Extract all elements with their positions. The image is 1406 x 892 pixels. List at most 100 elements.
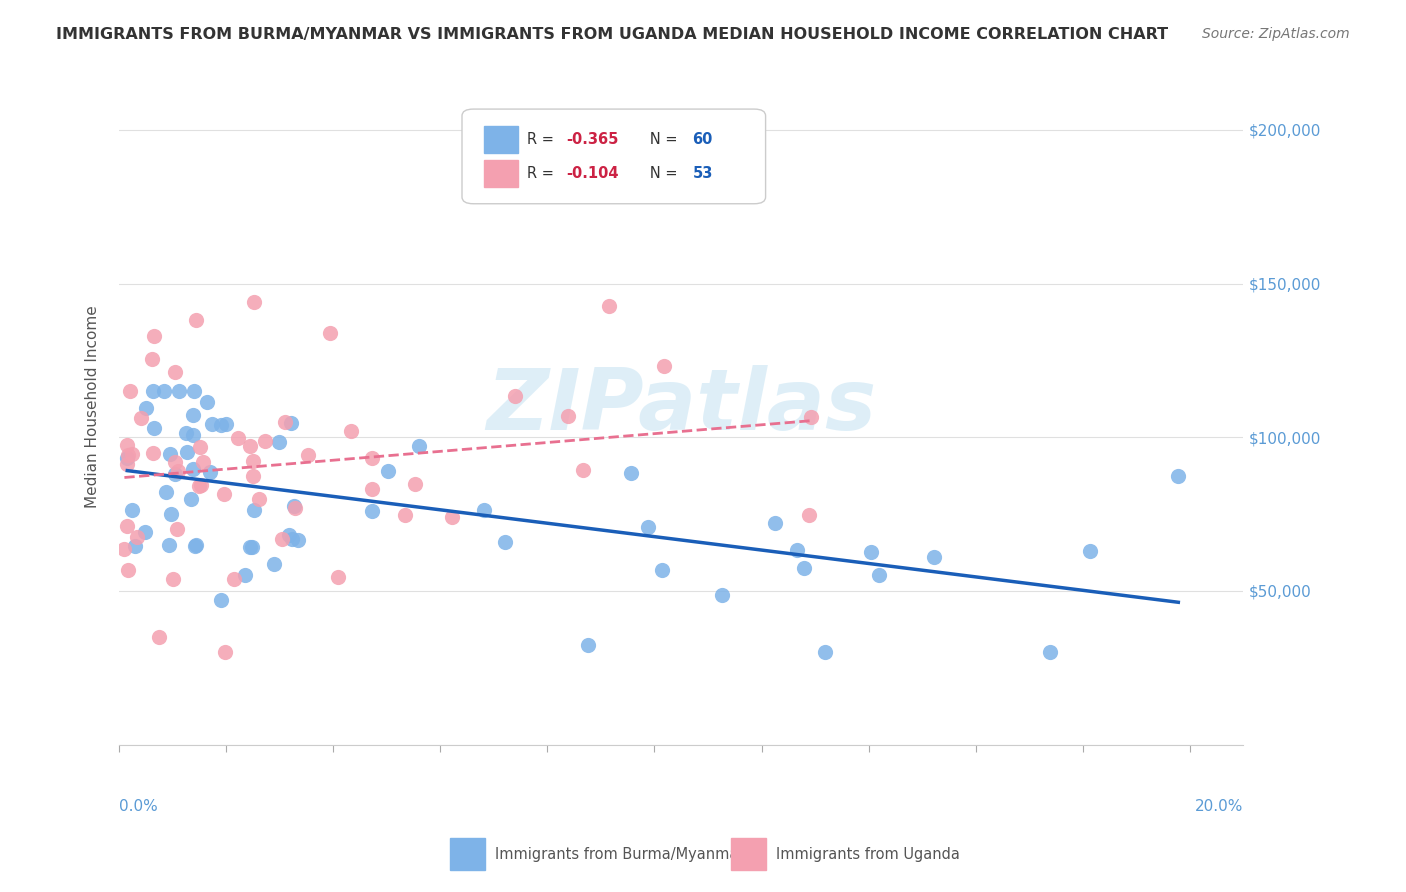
- Point: [159, 447, 181, 461]
- Point: [176, 445, 198, 459]
- Point: [142, 421, 165, 435]
- Point: [188, 440, 211, 454]
- Text: R =: R =: [527, 132, 558, 147]
- Point: [181, 427, 204, 442]
- Point: [280, 416, 302, 430]
- Point: [242, 468, 264, 483]
- Point: [155, 485, 177, 500]
- Point: [254, 434, 277, 449]
- Point: [326, 569, 349, 583]
- Point: [117, 449, 139, 463]
- Point: [242, 454, 264, 468]
- Point: [319, 326, 342, 341]
- Point: [115, 457, 138, 471]
- Point: [162, 572, 184, 586]
- Point: [278, 528, 301, 542]
- Point: [141, 352, 163, 367]
- Point: [1078, 544, 1101, 558]
- Point: [868, 568, 890, 582]
- Point: [710, 588, 733, 602]
- Point: [124, 539, 146, 553]
- Point: [239, 439, 262, 453]
- Text: N =: N =: [637, 166, 682, 181]
- Point: [142, 384, 165, 399]
- Text: Immigrants from Uganda: Immigrants from Uganda: [776, 847, 960, 862]
- Point: [121, 503, 143, 517]
- Point: [572, 463, 595, 477]
- Point: [576, 638, 599, 652]
- Point: [654, 359, 676, 374]
- Point: [340, 425, 363, 439]
- Point: [215, 417, 238, 432]
- Point: [120, 384, 142, 398]
- Point: [184, 539, 207, 553]
- Bar: [485, 126, 519, 153]
- Point: [242, 502, 264, 516]
- Point: [239, 540, 262, 554]
- Point: [167, 464, 190, 478]
- Point: [166, 522, 188, 536]
- Text: 20.0%: 20.0%: [1195, 798, 1243, 814]
- Point: [786, 542, 808, 557]
- Point: [263, 557, 285, 571]
- Point: [167, 384, 190, 399]
- Point: [494, 535, 516, 549]
- Text: IMMIGRANTS FROM BURMA/MYANMAR VS IMMIGRANTS FROM UGANDA MEDIAN HOUSEHOLD INCOME : IMMIGRANTS FROM BURMA/MYANMAR VS IMMIGRA…: [56, 27, 1168, 42]
- Point: [361, 450, 384, 465]
- Point: [813, 645, 835, 659]
- Point: [134, 525, 156, 540]
- Point: [637, 519, 659, 533]
- Point: [1167, 469, 1189, 483]
- Point: [503, 389, 526, 403]
- Point: [184, 313, 207, 327]
- Point: [186, 538, 208, 552]
- Point: [763, 516, 786, 530]
- Point: [198, 465, 221, 479]
- Point: [214, 487, 236, 501]
- Point: [243, 295, 266, 310]
- Y-axis label: Median Household Income: Median Household Income: [86, 305, 100, 508]
- Point: [209, 418, 232, 433]
- Text: Immigrants from Burma/Myanmar: Immigrants from Burma/Myanmar: [495, 847, 744, 862]
- Point: [394, 508, 416, 522]
- Point: [235, 568, 257, 582]
- Point: [247, 492, 270, 507]
- Point: [651, 563, 673, 577]
- Point: [125, 530, 148, 544]
- Point: [188, 479, 211, 493]
- Text: 53: 53: [693, 166, 713, 181]
- Point: [180, 492, 202, 507]
- Point: [163, 455, 186, 469]
- Point: [163, 365, 186, 379]
- Point: [242, 541, 264, 555]
- Point: [112, 541, 135, 556]
- Point: [922, 550, 945, 565]
- Point: [214, 645, 236, 659]
- Point: [598, 300, 620, 314]
- Point: [195, 395, 218, 409]
- Point: [135, 401, 157, 415]
- Point: [280, 532, 302, 546]
- FancyBboxPatch shape: [463, 109, 766, 203]
- Point: [797, 508, 820, 522]
- Point: [267, 434, 290, 449]
- Point: [153, 384, 176, 399]
- Point: [209, 593, 232, 607]
- Point: [860, 545, 883, 559]
- Point: [142, 446, 165, 460]
- Point: [620, 466, 643, 480]
- Point: [793, 560, 815, 574]
- Point: [165, 467, 187, 481]
- Point: [117, 518, 139, 533]
- Text: 0.0%: 0.0%: [120, 798, 157, 814]
- Point: [183, 461, 205, 475]
- Point: [297, 448, 319, 462]
- Text: ZIPatlas: ZIPatlas: [486, 365, 876, 448]
- Point: [283, 499, 305, 513]
- Point: [160, 507, 183, 521]
- Text: -0.365: -0.365: [567, 132, 619, 147]
- Point: [408, 439, 430, 453]
- Point: [361, 482, 384, 496]
- Point: [183, 384, 205, 399]
- Text: R =: R =: [527, 166, 558, 181]
